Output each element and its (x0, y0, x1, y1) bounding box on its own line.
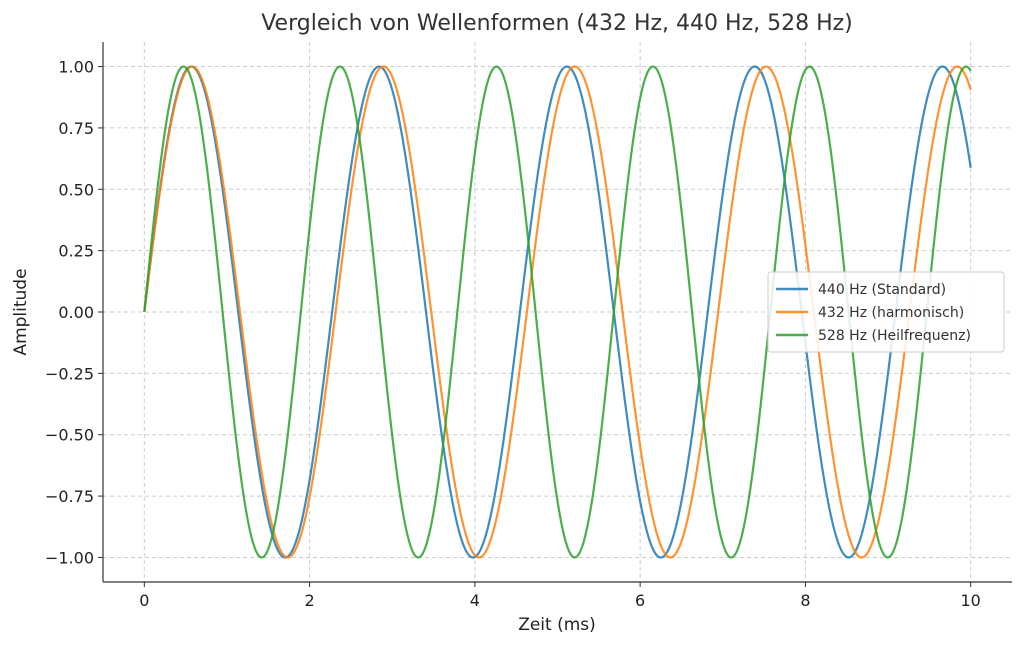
series-lines (143, 65, 972, 559)
legend-label: 440 Hz (Standard) (818, 282, 946, 298)
y-tick-label: 1.00 (58, 58, 94, 77)
series-line-2 (143, 65, 972, 559)
chart-title: Vergleich von Wellenformen (432 Hz, 440 … (261, 11, 853, 36)
y-tick-label: −0.75 (45, 487, 94, 506)
axes (98, 42, 1012, 587)
series-line-3 (143, 65, 972, 559)
y-tick-label: 0.75 (58, 119, 94, 138)
x-tick-label: 8 (800, 591, 810, 610)
x-tick-label: 2 (304, 591, 314, 610)
legend-label: 528 Hz (Heilfrequenz) (818, 328, 971, 344)
y-tick-label: 0.00 (58, 303, 94, 322)
legend: 440 Hz (Standard) 432 Hz (harmonisch) 528 … (767, 271, 1005, 353)
y-tick-label: −1.00 (45, 548, 94, 567)
y-tick-label: 0.50 (58, 180, 94, 199)
legend-label: 432 Hz (harmonisch) (818, 305, 964, 321)
y-axis-label: Amplitude (11, 268, 31, 355)
x-tick-label: 10 (961, 591, 981, 610)
x-axis-label: Zeit (ms) (518, 615, 596, 635)
x-tick-label: 4 (470, 591, 480, 610)
x-tick-label: 6 (635, 591, 645, 610)
y-tick-label: −0.25 (45, 364, 94, 383)
legend-box (767, 271, 1005, 353)
x-tick-label: 0 (139, 591, 149, 610)
y-tick-label: 0.25 (58, 242, 94, 261)
series-line-1 (143, 65, 972, 559)
tick-labels: 0 2 4 6 8 10 1.00 0.75 0.50 0.25 0.00 −0.25 −0.50 −0.… (45, 58, 981, 610)
y-tick-label: −0.50 (45, 426, 94, 445)
